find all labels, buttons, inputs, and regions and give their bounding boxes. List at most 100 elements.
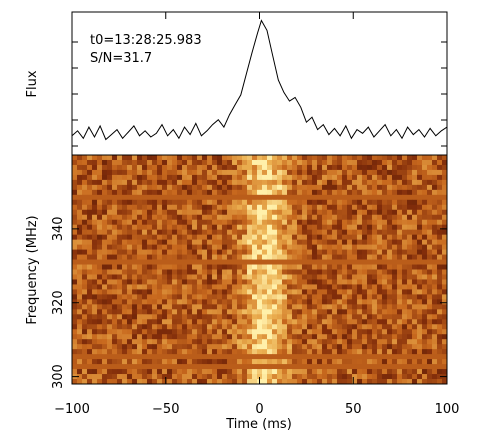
heatmap-cell [417,244,423,250]
heatmap-cell [312,339,318,345]
heatmap-cell [122,219,128,226]
heatmap-cell [132,189,138,196]
heatmap-cell [252,309,258,315]
heatmap-cell [157,364,163,370]
heatmap-cell [182,279,188,285]
heatmap-cell [407,229,413,236]
heatmap-cell [177,374,183,380]
heatmap-cell [112,279,118,285]
heatmap-cell [432,284,438,290]
heatmap-cell [127,184,133,191]
heatmap-cell [277,344,283,350]
heatmap-cell [107,184,113,191]
heatmap-cell [122,159,128,166]
heatmap-cell [232,289,238,295]
heatmap-cell [417,324,423,330]
heatmap-cell [322,329,328,335]
heatmap-cell [302,219,308,226]
heatmap-cell [192,289,198,295]
heatmap-cell [132,284,138,290]
heatmap-cell [132,229,138,236]
heatmap-cell [217,269,223,275]
heatmap-cell [272,284,278,290]
heatmap-cell [117,374,123,380]
heatmap-cell [322,369,328,375]
heatmap-cell [427,279,433,285]
heatmap-cell [392,234,398,241]
heatmap-cell [382,324,388,330]
heatmap-cell [212,159,218,166]
heatmap-cell [272,339,278,345]
heatmap-cell [427,354,433,360]
heatmap-cell [217,239,223,246]
heatmap-cell [157,155,163,161]
heatmap-cell [182,294,188,300]
heatmap-cell [367,169,373,176]
heatmap-cell [227,259,233,265]
heatmap-cell [152,169,158,176]
heatmap-cell [72,344,78,350]
heatmap-cell [162,234,168,241]
heatmap-cell [437,289,443,295]
heatmap-cell [262,174,268,181]
heatmap-cell [312,224,318,231]
heatmap-cell [142,174,148,181]
heatmap-cell [327,169,333,176]
heatmap-cell [332,189,338,196]
heatmap-cell [287,314,293,320]
heatmap-cell [287,169,293,176]
heatmap-cell [397,269,403,275]
heatmap-cell [432,229,438,236]
heatmap-cell [337,179,343,186]
heatmap-cell [222,254,228,260]
heatmap-cell [137,244,143,250]
heatmap-cell [362,379,368,385]
heatmap-cell [272,204,278,211]
heatmap-cell [147,204,153,211]
heatmap-cell [162,274,168,280]
heatmap-cell [317,339,323,345]
heatmap-cell [352,274,358,280]
heatmap-cell [97,194,103,201]
heatmap-cell [222,174,228,181]
heatmap-cell [352,224,358,231]
heatmap-cell [347,254,353,260]
heatmap-cell [307,179,313,186]
heatmap-cell [207,259,213,265]
heatmap-cell [187,249,193,255]
heatmap-cell [122,234,128,241]
heatmap-cell [442,304,448,310]
heatmap-cell [217,359,223,365]
heatmap-cell [402,309,408,315]
heatmap-cell [142,379,148,385]
heatmap-cell [252,155,258,161]
heatmap-cell [92,264,98,270]
heatmap-cell [317,219,323,226]
heatmap-cell [252,319,258,325]
heatmap-cell [277,319,283,325]
heatmap-cell [392,349,398,355]
heatmap-cell [202,349,208,355]
heatmap-cell [332,339,338,345]
heatmap-cell [352,314,358,320]
heatmap-cell [312,299,318,305]
heatmap-cell [107,289,113,295]
heatmap-cell [287,234,293,241]
heatmap-cell [137,339,143,345]
heatmap-cell [87,314,93,320]
heatmap-cell [362,304,368,310]
heatmap-cell [132,294,138,300]
heatmap-cell [382,249,388,255]
heatmap-cell [147,344,153,350]
heatmap-cell [262,339,268,345]
heatmap-cell [247,179,253,186]
heatmap-cell [302,329,308,335]
heatmap-cell [327,234,333,241]
heatmap-cell [337,199,343,206]
heatmap-cell [382,169,388,176]
heatmap-cell [422,274,428,280]
heatmap-cell [377,354,383,360]
heatmap-cell [117,354,123,360]
heatmap-cell [327,214,333,221]
heatmap-cell [177,334,183,340]
